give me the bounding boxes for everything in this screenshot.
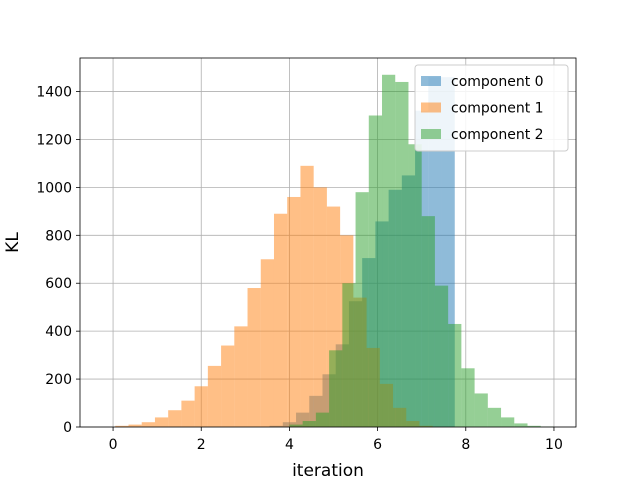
histogram-bar — [260, 259, 274, 427]
y-tick-label: 0 — [63, 420, 72, 436]
histogram-bar — [300, 165, 314, 427]
legend-label: component 0 — [451, 74, 544, 90]
histogram-bar — [128, 424, 142, 427]
y-tick-label: 1000 — [36, 180, 72, 196]
histogram-bar — [247, 288, 261, 427]
histogram-bar — [474, 393, 488, 427]
histogram-bar — [395, 81, 409, 428]
y-tick-label: 800 — [45, 228, 72, 244]
legend: component 0 component 1 component 2 — [414, 64, 569, 152]
histogram-bar — [461, 368, 475, 427]
legend-box — [414, 64, 569, 152]
x-tick-label: 0 — [109, 437, 118, 453]
histogram-bar — [313, 187, 327, 427]
histogram-bar — [368, 115, 383, 427]
x-tick-label: 8 — [461, 437, 470, 453]
histogram-bar — [342, 283, 356, 427]
legend-item: component 2 — [421, 127, 544, 143]
x-tick-label: 2 — [197, 437, 206, 453]
histogram-bar — [141, 422, 155, 427]
histogram-bar — [181, 400, 195, 427]
histogram-bar — [408, 144, 422, 427]
histogram-bar — [315, 412, 330, 427]
histogram-bar — [115, 425, 129, 427]
legend-label: component 1 — [451, 101, 544, 117]
histogram-bar — [421, 216, 435, 427]
legend-item: component 1 — [421, 101, 544, 117]
legend-item: component 0 — [421, 74, 544, 90]
plot-frame — [79, 57, 577, 428]
legend-label: component 2 — [451, 127, 544, 143]
y-tick-label: 400 — [45, 324, 72, 340]
y-tick-label: 200 — [45, 372, 72, 388]
histogram-bar — [514, 423, 528, 427]
x-tick-label: 4 — [285, 437, 294, 453]
histogram-bar — [434, 285, 449, 427]
y-axis-label: KL — [3, 232, 23, 253]
histogram-bar — [527, 425, 541, 427]
series-2-bars — [289, 74, 554, 428]
y-tick-label: 1400 — [36, 85, 72, 101]
histogram-bar — [289, 424, 303, 427]
x-tick-label: 6 — [373, 437, 382, 453]
y-tick-label: 600 — [45, 276, 72, 292]
histogram-bar — [448, 323, 462, 427]
histogram-bar — [154, 417, 169, 427]
legend-swatch — [421, 76, 441, 86]
histogram-bars — [115, 74, 554, 428]
x-axis-label: iteration — [292, 461, 364, 480]
legend-swatch — [421, 129, 441, 139]
histogram-bar — [382, 74, 396, 427]
histogram-bar — [487, 407, 502, 427]
histogram-bar — [287, 196, 301, 427]
legend-swatch — [421, 102, 441, 113]
histogram-bar — [501, 417, 515, 427]
y-tick-label: 1200 — [36, 132, 72, 148]
histogram-bar — [234, 326, 248, 427]
x-tick-label: 10 — [545, 437, 563, 453]
histogram-bar — [194, 386, 208, 427]
histogram-bar — [302, 421, 316, 427]
histogram-bar — [273, 213, 288, 427]
histogram-bar — [355, 192, 369, 427]
histogram-bar — [329, 350, 343, 427]
histogram-bar — [221, 345, 235, 427]
histogram-bar — [207, 365, 222, 427]
histogram-bar — [168, 410, 182, 427]
axis-ticks: 0 2 4 6 8 10 0 200 400 600 800 1000 1200 1400 — [36, 85, 563, 453]
